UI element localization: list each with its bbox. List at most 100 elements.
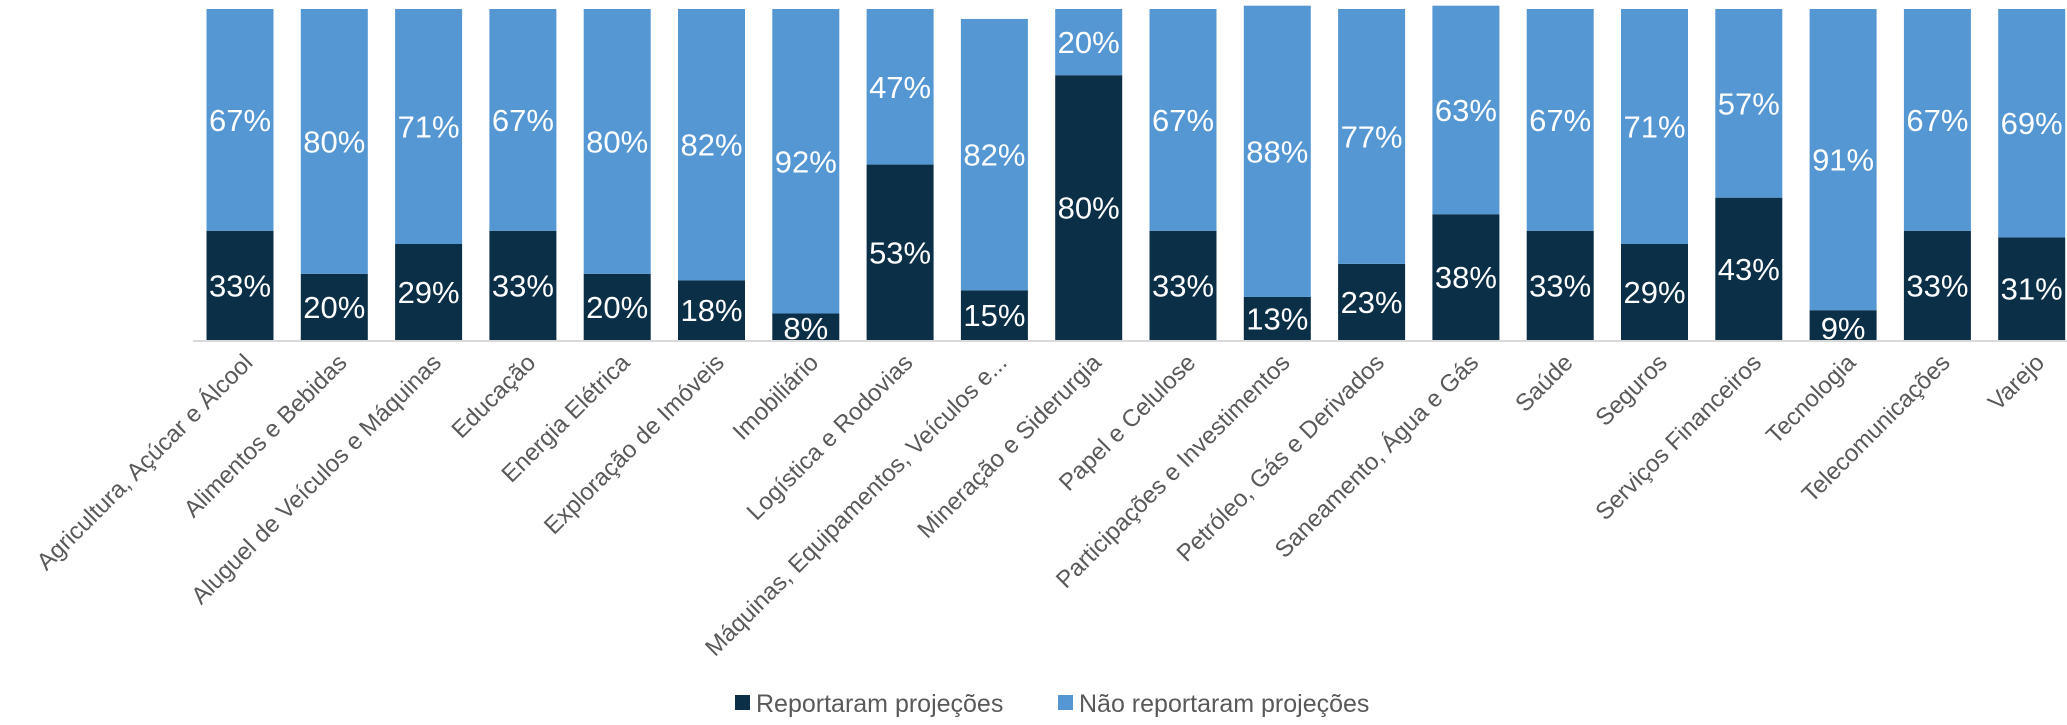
bar-segment-nao-reportaram-mineracao-e-siderurgia [1055, 9, 1123, 76]
bar-segment-reportaram-energia-eletrica [583, 273, 651, 340]
data-label: 80% [303, 124, 365, 159]
category-label-mineracao-e-siderurgia: Mineração e Siderurgia [912, 349, 1107, 544]
category-label-saneamento-agua-e-gas: Saneamento, Água e Gás [1270, 349, 1484, 563]
bar-segment-nao-reportaram-aluguel-de-veiculos-e-maquinas [395, 9, 463, 245]
data-label: 8% [783, 311, 828, 346]
data-label: 63% [1435, 93, 1497, 128]
data-label: 20% [1058, 25, 1120, 60]
data-label: 29% [398, 275, 460, 310]
bar-segment-nao-reportaram-alimentos-e-bebidas [300, 9, 368, 274]
bar-segment-nao-reportaram-papel-e-celulose [1149, 9, 1217, 231]
data-label: 69% [2001, 106, 2063, 141]
data-label: 57% [1718, 86, 1780, 121]
data-label: 20% [303, 290, 365, 325]
category-label-educacao: Educação [447, 349, 542, 444]
category-label-alimentos-e-bebidas: Alimentos e Bebidas [179, 349, 353, 523]
data-label: 67% [1529, 103, 1591, 138]
bar-segment-reportaram-aluguel-de-veiculos-e-maquinas [395, 244, 463, 340]
data-label: 80% [586, 124, 648, 159]
legend-swatch-nao-reportaram [1058, 695, 1073, 710]
bar-segment-reportaram-petroleo-gas-e-derivados [1338, 263, 1406, 340]
legend: Reportaram projeções Não reportaram proj… [735, 690, 1369, 718]
bar-segment-reportaram-saneamento-agua-e-gas [1432, 214, 1500, 340]
bar-segment-nao-reportaram-servicos-financeiros [1715, 9, 1783, 198]
data-label: 77% [1341, 119, 1403, 154]
bar-segment-nao-reportaram-agricultura-acucar-e-alcool [206, 9, 274, 231]
bar-segment-nao-reportaram-participacoes-e-investimentos [1243, 5, 1311, 297]
legend-label-nao-reportaram: Não reportaram projeções [1079, 690, 1369, 718]
data-label: 91% [1812, 143, 1874, 178]
data-label: 67% [1152, 103, 1214, 138]
bar-segment-nao-reportaram-varejo [1998, 9, 2066, 238]
category-label-seguros: Seguros [1590, 349, 1672, 431]
data-label: 71% [398, 110, 460, 145]
data-label: 92% [775, 144, 837, 179]
category-label-imobiliario: Imobiliário [728, 349, 824, 445]
data-label: 20% [586, 290, 648, 325]
bar-segment-nao-reportaram-imobiliario [772, 9, 840, 314]
data-label: 15% [963, 298, 1025, 333]
legend-label-reportaram: Reportaram projeções [756, 690, 1003, 718]
data-label: 67% [1906, 103, 1968, 138]
data-label: 88% [1246, 134, 1308, 169]
data-label: 43% [1718, 252, 1780, 287]
data-label: 38% [1435, 260, 1497, 295]
bar-segment-nao-reportaram-educacao [489, 9, 557, 231]
data-label: 18% [680, 293, 742, 328]
category-label-servicos-financeiros: Serviços Financeiros [1590, 349, 1767, 526]
bar-segment-nao-reportaram-energia-eletrica [583, 9, 651, 274]
bar-segment-reportaram-papel-e-celulose [1149, 230, 1217, 340]
bar-segment-nao-reportaram-tecnologia [1809, 9, 1877, 311]
data-label: 33% [209, 268, 271, 303]
bar-segment-reportaram-participacoes-e-investimentos [1243, 296, 1311, 340]
data-label: 13% [1246, 301, 1308, 336]
data-label: 82% [963, 138, 1025, 173]
data-label: 67% [209, 103, 271, 138]
category-label-exploracao-de-imoveis: Exploração de Imóveis [539, 349, 730, 540]
bar-segment-reportaram-servicos-financeiros [1715, 197, 1783, 340]
legend-swatch-reportaram [735, 695, 750, 710]
bar-segment-nao-reportaram-seguros [1621, 9, 1688, 245]
data-label: 33% [1529, 268, 1591, 303]
bar-segment-nao-reportaram-petroleo-gas-e-derivados [1338, 9, 1406, 264]
data-label: 9% [1821, 311, 1866, 346]
bars-group: 33% 67% 20% 80% 29% 71% 33% 67% 20% 80% 18% 82% 8% 92… [206, 5, 2066, 346]
bar-segment-reportaram-tecnologia [1809, 310, 1877, 340]
bar-segment-reportaram-educacao [489, 230, 557, 340]
data-label: 47% [869, 70, 931, 105]
category-label-saude: Saúde [1510, 349, 1578, 417]
bar-segment-reportaram-alimentos-e-bebidas [300, 273, 368, 340]
bar-segment-nao-reportaram-saneamento-agua-e-gas [1432, 5, 1500, 215]
bar-segment-reportaram-saude [1526, 230, 1594, 340]
data-label: 82% [680, 128, 742, 163]
bar-segment-reportaram-mineracao-e-siderurgia [1055, 75, 1123, 340]
bar-segment-reportaram-agricultura-acucar-e-alcool [206, 230, 274, 340]
data-label: 67% [492, 103, 554, 138]
bar-segment-reportaram-exploracao-de-imoveis [678, 280, 745, 340]
category-label-logistica-e-rodovias: Logística e Rodovias [742, 349, 919, 526]
bar-segment-nao-reportaram-telecomunicacoes [1903, 9, 1971, 231]
bar-segment-nao-reportaram-exploracao-de-imoveis [678, 9, 745, 281]
bar-segment-reportaram-telecomunicacoes [1903, 230, 1971, 340]
data-label: 33% [492, 268, 554, 303]
data-label: 23% [1341, 285, 1403, 320]
bar-segment-reportaram-imobiliario [772, 313, 840, 340]
data-label: 71% [1623, 110, 1685, 145]
data-label: 33% [1906, 268, 1968, 303]
data-label: 31% [2001, 272, 2063, 307]
bar-segment-nao-reportaram-saude [1526, 9, 1594, 231]
data-label: 29% [1623, 275, 1685, 310]
bar-segment-nao-reportaram-maquinas-equipamentos-veiculos-e [960, 18, 1028, 291]
data-label: 53% [869, 235, 931, 270]
bar-segment-reportaram-varejo [1998, 237, 2066, 340]
bar-segment-reportaram-maquinas-equipamentos-veiculos-e [960, 290, 1028, 340]
bar-segment-reportaram-logistica-e-rodovias [866, 164, 934, 340]
category-label-varejo: Varejo [1983, 349, 2050, 416]
category-label-tecnologia: Tecnologia [1761, 349, 1862, 450]
data-label: 80% [1058, 191, 1120, 226]
bar-segment-nao-reportaram-logistica-e-rodovias [866, 9, 934, 165]
bar-segment-reportaram-seguros [1621, 244, 1688, 340]
data-label: 33% [1152, 268, 1214, 303]
